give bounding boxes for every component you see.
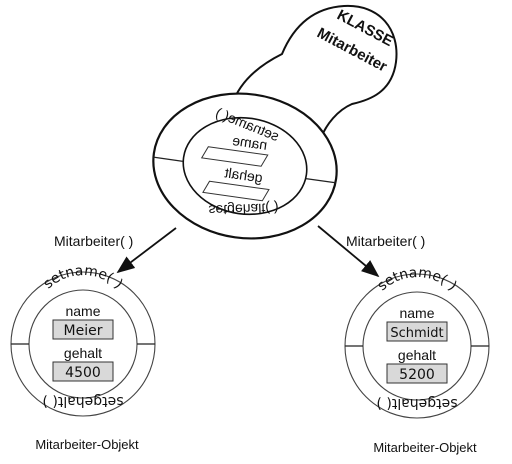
object1-method-bottom: setgehalt( ) [42,393,123,409]
object1-caption: Mitarbeiter-Objekt [35,437,139,452]
object1-attr1-label: name [65,303,100,319]
class-stamp: KLASSE Mitarbeiter setname( ) setgehalt(… [144,6,397,250]
object2-caption: Mitarbeiter-Objekt [373,440,477,455]
arrow-right-label: Mitarbeiter( ) [346,233,425,249]
object2-attr2-label: gehalt [398,347,436,363]
object2-attr1-value: Schmidt [390,326,443,341]
object-meier: setname( ) setgehalt( ) name Meier gehal… [11,263,155,452]
arrow-left-label: Mitarbeiter( ) [54,233,133,249]
object2-method-bottom: setgehalt( ) [376,395,457,411]
object1-attr2-value: 4500 [65,365,101,381]
object1-attr2-label: gehalt [64,345,102,361]
object-schmidt: setname( ) setgehalt( ) name Schmidt geh… [345,265,489,455]
object1-attr1-value: Meier [64,323,103,339]
object2-attr2-value: 5200 [399,367,435,383]
object2-attr1-label: name [399,305,434,321]
stamp-method-bottom: setgehalt( ) [208,200,279,218]
